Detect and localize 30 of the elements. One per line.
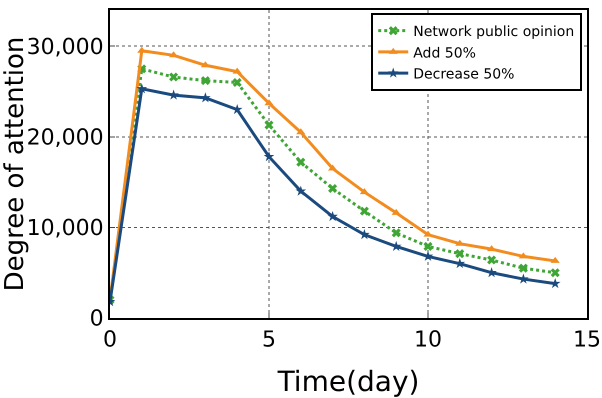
point bbox=[232, 78, 242, 87]
point bbox=[296, 158, 306, 167]
point bbox=[264, 151, 274, 162]
x-tick-label: 15 bbox=[573, 327, 601, 352]
y-tick-label: 30,000 bbox=[26, 34, 104, 60]
point bbox=[136, 83, 148, 94]
legend-label: Decrease 50% bbox=[413, 66, 514, 83]
y-tick-label: 10,000 bbox=[26, 216, 104, 242]
point bbox=[392, 228, 401, 238]
y-tick-label: 0 bbox=[90, 306, 104, 332]
x-tick-label: 10 bbox=[414, 327, 442, 352]
point bbox=[423, 242, 433, 251]
point bbox=[518, 264, 528, 273]
point bbox=[328, 184, 338, 193]
point bbox=[360, 206, 369, 216]
point bbox=[169, 72, 178, 82]
point bbox=[200, 92, 211, 102]
point bbox=[264, 120, 274, 130]
y-tick-label: 20,000 bbox=[26, 126, 104, 151]
legend-label: Network public opinion bbox=[413, 24, 574, 40]
point bbox=[327, 210, 338, 222]
x-tick-label: 5 bbox=[262, 327, 276, 352]
legend-label: Add 50% bbox=[413, 45, 476, 62]
point bbox=[550, 268, 560, 278]
point bbox=[455, 249, 464, 258]
point bbox=[359, 229, 370, 240]
x-axis-title: Time(day) bbox=[276, 365, 420, 398]
point bbox=[487, 256, 496, 265]
point bbox=[295, 186, 306, 196]
point bbox=[200, 76, 210, 86]
